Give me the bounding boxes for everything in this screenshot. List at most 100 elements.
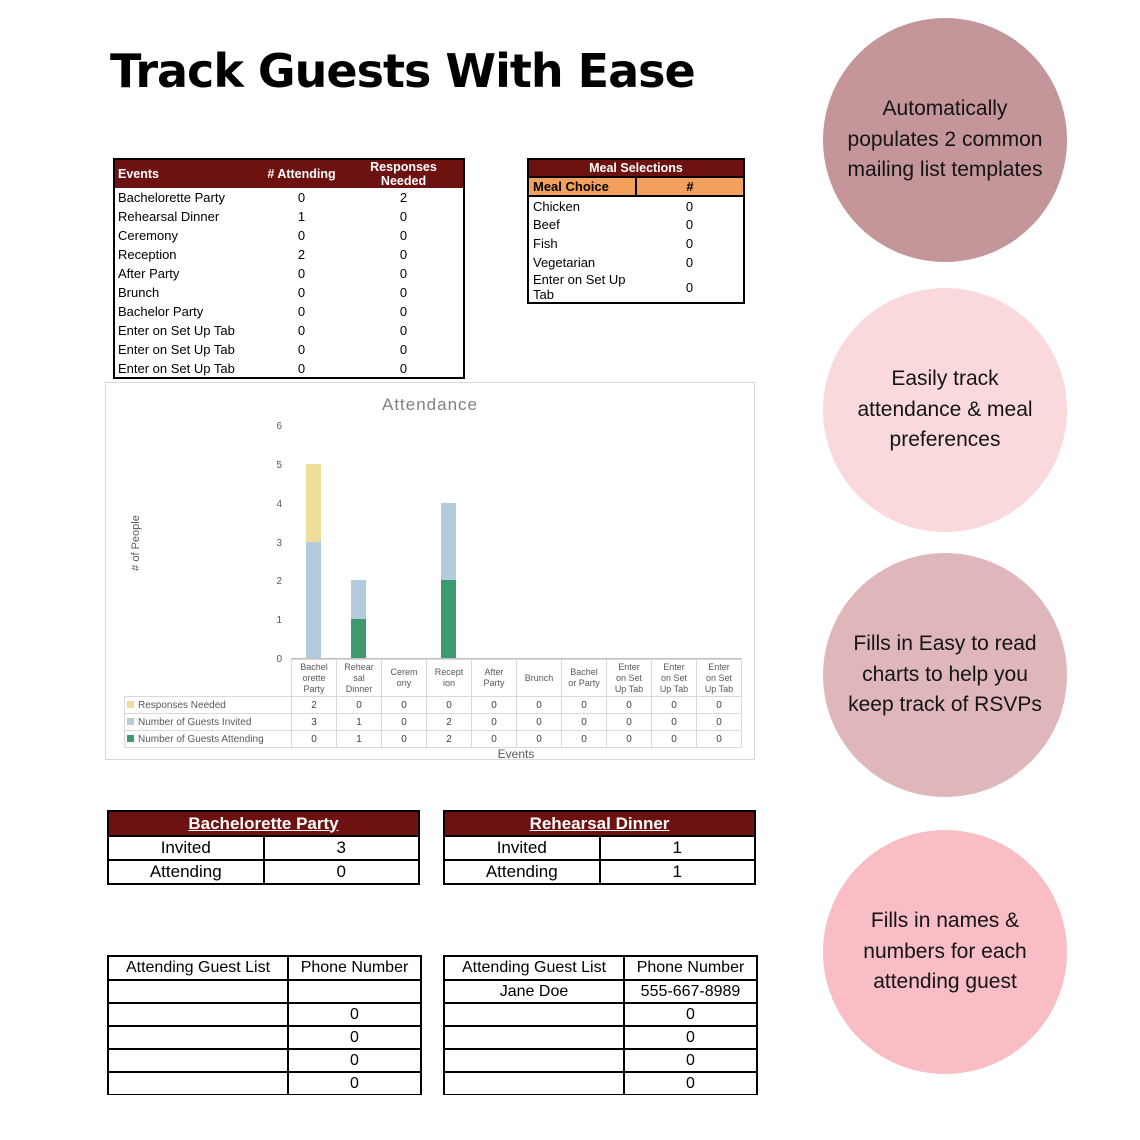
guest-header-row: Attending Guest List Phone Number (107, 955, 422, 981)
summary-label: Invited (107, 835, 265, 861)
guest-header-cell: Phone Number (287, 955, 422, 981)
guest-row: 0 (443, 1025, 758, 1050)
chart-y-axis-label: # of People (130, 515, 142, 571)
summary-table: Bachelorette Party Invited 3 Attending 0 (107, 810, 420, 885)
y-tick-label: 1 (276, 615, 282, 627)
legend-swatch (127, 700, 134, 708)
chart-value-cell: 0 (561, 713, 607, 732)
chart-value-cell: 0 (381, 696, 427, 715)
guest-phone-cell: 0 (623, 1002, 758, 1027)
chart-value-cell: 0 (606, 713, 652, 732)
guest-table-wrap: Attending Guest List Phone Number 0 0 0 0 (107, 955, 422, 1095)
guest-name-cell (107, 1048, 289, 1073)
chart-value-cell: 3 (291, 713, 337, 732)
guest-row: 0 (107, 1048, 422, 1073)
chart-category-cell: Enter on Set Up Tab (696, 658, 742, 698)
guest-phone-cell: 0 (287, 1071, 422, 1095)
events-row: Enter on Set Up Tab 0 0 (114, 359, 464, 378)
chart-value-cell: 2 (426, 713, 472, 732)
events-cell: 0 (399, 304, 408, 319)
chart-value-cell: 0 (696, 730, 742, 749)
guest-name-cell: Jane Doe (443, 979, 625, 1004)
events-cell: 0 (297, 228, 306, 243)
chart-series-row: Number of Guests Invited 3 1 0 2 0 0 0 0 0 0 (124, 713, 742, 732)
guest-phone-cell: 0 (287, 1025, 422, 1050)
summary-value: 1 (598, 835, 756, 861)
guest-row: 0 (443, 1071, 758, 1095)
y-tick-label: 3 (276, 537, 282, 549)
meal-cell: 0 (685, 236, 694, 251)
events-cell: 0 (297, 285, 306, 300)
bar-segment (306, 541, 321, 658)
info-bubble-text: Easily track attendance & meal preferenc… (857, 367, 1033, 452)
chart-value-cell: 0 (696, 713, 742, 732)
bar-column (336, 426, 381, 658)
events-header-row: Events # Attending Responses Needed (114, 159, 464, 188)
meal-header-cell: # (635, 176, 745, 197)
meal-header-cell: Meal Choice (527, 176, 637, 197)
bar-column (516, 426, 561, 658)
summary-value: 1 (598, 859, 756, 885)
events-cell: 0 (297, 360, 306, 376)
chart-category-cell: Brunch (516, 658, 562, 698)
chart-value-cell: 2 (426, 730, 472, 749)
chart-table-corner (125, 660, 292, 697)
events-cell: Ceremony (118, 228, 178, 243)
y-tick-label: 4 (276, 498, 282, 510)
events-cell: 0 (297, 323, 306, 338)
chart-category-cell: Enter on Set Up Tab (651, 658, 697, 698)
events-cell: 0 (297, 190, 306, 205)
events-row: Reception 2 0 (114, 245, 464, 264)
meal-row: Chicken 0 (528, 196, 744, 215)
guest-phone-cell: 555-667-8989 (623, 979, 758, 1004)
y-tick-label: 2 (276, 576, 282, 588)
chart-data-table: Bachel orette Party Rehear sal Dinner Cere… (124, 658, 742, 749)
meal-row: Vegetarian 0 (528, 253, 744, 272)
chart-value-cell: 0 (381, 713, 427, 732)
guest-phone-cell: 0 (623, 1025, 758, 1050)
guest-row: 0 (443, 1048, 758, 1073)
guest-row: 0 (443, 1002, 758, 1027)
info-bubble: Easily track attendance & meal preferenc… (823, 288, 1067, 532)
meal-row: Beef 0 (528, 215, 744, 234)
attending-guest-table: Attending Guest List Phone Number Jane Doe… (443, 955, 758, 1095)
meal-subheader-row: Meal Choice # (527, 176, 745, 197)
bar-column (696, 426, 741, 658)
events-cell: Enter on Set Up Tab (118, 360, 235, 376)
attending-guest-table: Attending Guest List Phone Number 0 0 0 0 (107, 955, 422, 1095)
guest-name-cell (443, 1071, 625, 1095)
chart-value-cell: 0 (651, 696, 697, 715)
events-row: Ceremony 0 0 (114, 226, 464, 245)
chart-value-cell: 0 (336, 696, 382, 715)
meal-selections-table: Meal Selections Meal Choice # Chicken 0 Beef 0… (527, 158, 745, 304)
guest-header-row: Attending Guest List Phone Number (443, 955, 758, 981)
guest-table-wrap: Attending Guest List Phone Number Jane Doe… (443, 955, 758, 1095)
y-tick-label: 6 (276, 421, 282, 432)
events-row: Brunch 0 0 (114, 283, 464, 302)
chart-plot-area (291, 426, 741, 659)
events-header-cell: Responses Needed (344, 159, 464, 188)
chart-value-cell: 0 (516, 696, 562, 715)
chart-value-cell: 1 (336, 713, 382, 732)
summary-label: Attending (107, 859, 265, 885)
events-cell: Bachelorette Party (118, 190, 225, 205)
info-bubble-text: Fills in Easy to read charts to help you… (848, 632, 1042, 717)
events-row: Bachelor Party 0 0 (114, 302, 464, 321)
summary-table-title: Bachelorette Party (107, 810, 420, 837)
guest-name-cell (107, 1071, 289, 1095)
meal-cell: Enter on Set Up Tab (533, 272, 626, 302)
summary-label: Attending (443, 859, 601, 885)
events-cell: 0 (399, 209, 408, 224)
bar-segment (351, 619, 366, 658)
events-header-cell: # Attending (259, 159, 344, 188)
info-bubble-text: Fills in names & numbers for each attend… (863, 909, 1027, 994)
chart-series-row: Number of Guests Attending 0 1 0 2 0 0 0 0 0 0 (124, 730, 742, 749)
events-header-cell: Events (114, 159, 259, 188)
chart-value-cell: 0 (651, 713, 697, 732)
chart-x-axis-label: Events (497, 747, 535, 761)
guest-row (107, 979, 422, 1004)
bar-segment (351, 580, 366, 620)
meal-row: Fish 0 (528, 234, 744, 253)
guest-header-cell: Phone Number (623, 955, 758, 981)
summary-value: 0 (262, 859, 420, 885)
